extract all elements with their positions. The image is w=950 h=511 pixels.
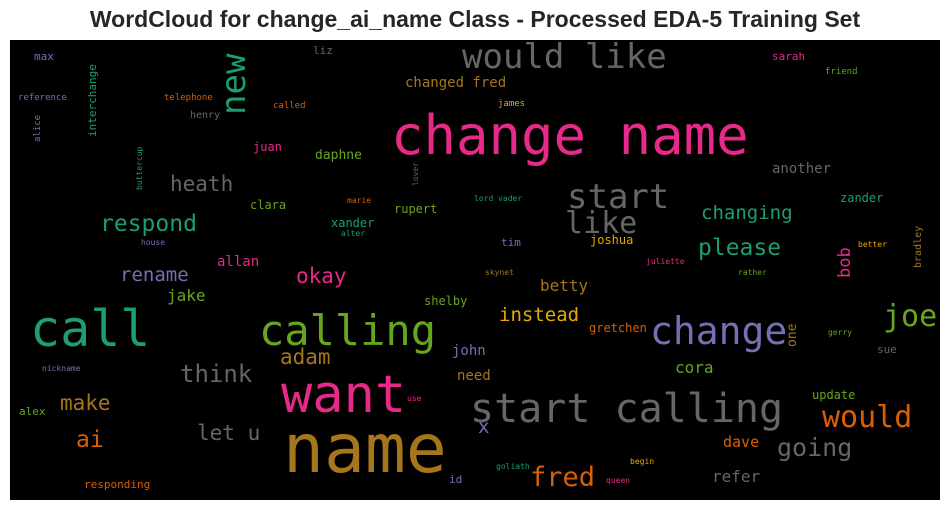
word-id: id	[449, 473, 462, 486]
word-respond: respond	[100, 211, 197, 237]
word-max: max	[34, 50, 54, 63]
word-call: call	[30, 300, 150, 358]
word-skynet: skynet	[485, 268, 514, 277]
word-reference: reference	[18, 93, 67, 103]
word-interchange: interchange	[86, 64, 99, 137]
word-like: like	[565, 206, 637, 241]
word-please: please	[698, 235, 781, 261]
wordcloud-background	[10, 40, 940, 500]
word-better: better	[858, 240, 887, 249]
word-heath: heath	[170, 172, 233, 196]
wordcloud-words: name change name want call calling start call…	[18, 40, 937, 493]
word-marie: marie	[347, 196, 371, 205]
word-friend: friend	[825, 67, 858, 77]
word-bradley: bradley	[913, 226, 924, 268]
word-changed-fred: changed fred	[405, 75, 506, 91]
word-start: start	[567, 177, 669, 217]
word-lover: lover	[411, 162, 420, 186]
word-would: would	[822, 400, 912, 435]
word-juan: juan	[253, 140, 282, 154]
word-changing: changing	[701, 202, 793, 224]
word-sarah: sarah	[772, 50, 805, 63]
word-house: house	[141, 238, 165, 247]
word-queen: queen	[606, 476, 630, 485]
word-x: x	[478, 416, 489, 438]
word-jake: jake	[167, 286, 206, 305]
word-dave: dave	[723, 433, 759, 451]
word-change: change	[650, 309, 787, 353]
word-rather: rather	[738, 268, 767, 277]
word-think: think	[180, 360, 253, 388]
word-fred: fred	[530, 462, 595, 493]
word-sue: sue	[877, 343, 897, 356]
word-another: another	[772, 161, 831, 177]
word-daphne: daphne	[315, 148, 362, 163]
word-refer: refer	[712, 467, 761, 486]
word-john: john	[452, 343, 486, 359]
word-liz: liz	[313, 44, 333, 57]
word-gretchen: gretchen	[589, 321, 647, 335]
word-bob: bob	[835, 247, 855, 278]
word-henry: henry	[190, 110, 220, 121]
word-one: one	[785, 323, 800, 347]
word-zander: zander	[840, 191, 883, 205]
word-want: want	[281, 365, 406, 425]
word-rename: rename	[120, 264, 189, 286]
word-juliette: juliette	[646, 257, 685, 266]
word-james: james	[498, 99, 525, 109]
word-instead: instead	[499, 304, 579, 326]
word-name: name	[283, 410, 447, 489]
word-ai: ai	[76, 427, 104, 453]
word-betty: betty	[540, 276, 589, 295]
word-start-calling: start calling	[470, 386, 783, 432]
word-alex: alex	[19, 405, 46, 418]
word-change-name: change name	[391, 104, 749, 167]
word-joe: joe	[883, 299, 937, 334]
word-let-u: let u	[197, 421, 260, 445]
word-new: new	[214, 53, 254, 115]
word-telephone: telephone	[164, 93, 213, 103]
word-nickname: nickname	[42, 364, 81, 373]
word-responding: responding	[84, 478, 150, 491]
word-make: make	[60, 391, 111, 415]
word-update: update	[812, 388, 855, 402]
word-cora: cora	[675, 358, 714, 377]
word-allan: allan	[217, 254, 259, 270]
word-gerry: gerry	[828, 328, 852, 337]
word-xander: xander	[331, 216, 374, 230]
word-alice: alice	[33, 115, 43, 142]
word-begin: begin	[630, 457, 654, 466]
word-adam: adam	[280, 345, 331, 369]
word-would-like: would like	[462, 40, 667, 77]
word-called: called	[273, 101, 306, 111]
word-tim: tim	[501, 236, 521, 249]
word-goliath: goliath	[496, 462, 530, 471]
word-buttercup: buttercup	[135, 146, 144, 190]
word-calling: calling	[259, 306, 436, 355]
word-need: need	[457, 368, 491, 384]
word-clara: clara	[250, 198, 286, 212]
word-going: going	[777, 433, 852, 462]
chart-title: WordCloud for change_ai_name Class - Pro…	[89, 6, 861, 32]
word-shelby: shelby	[424, 294, 467, 308]
word-alter: alter	[341, 229, 365, 238]
wordcloud-canvas: name change name want call calling start call…	[10, 40, 940, 500]
word-use: use	[407, 394, 422, 403]
word-joshua: joshua	[590, 233, 633, 247]
word-rupert: rupert	[394, 202, 437, 216]
word-lord-vader: lord vader	[474, 194, 522, 203]
word-okay: okay	[296, 264, 347, 288]
